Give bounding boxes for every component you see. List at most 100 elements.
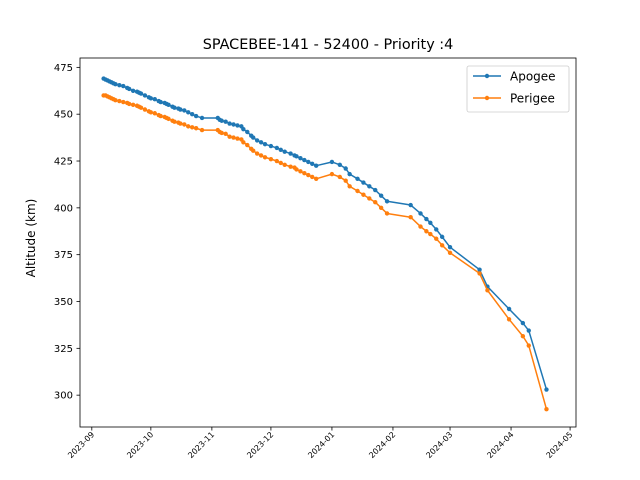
y-tick-label: 375 bbox=[54, 250, 73, 261]
data-point-apogee bbox=[121, 83, 126, 89]
data-point-apogee bbox=[193, 113, 199, 119]
data-point-apogee bbox=[278, 147, 283, 152]
data-point-perigee bbox=[343, 178, 348, 183]
data-point-apogee bbox=[447, 244, 453, 250]
data-point-apogee bbox=[337, 162, 343, 167]
data-point-perigee bbox=[313, 176, 319, 182]
data-point-apogee bbox=[258, 140, 264, 145]
data-point-perigee bbox=[485, 288, 490, 293]
data-point-apogee bbox=[373, 187, 378, 193]
data-point-apogee bbox=[227, 121, 232, 126]
plot-frame bbox=[79, 57, 577, 428]
data-point-apogee bbox=[219, 118, 224, 123]
data-point-apogee bbox=[199, 115, 205, 121]
data-point-apogee bbox=[189, 111, 195, 117]
data-point-perigee bbox=[544, 407, 549, 412]
data-point-perigee bbox=[306, 172, 311, 178]
data-point-perigee bbox=[337, 174, 343, 180]
data-point-perigee bbox=[130, 102, 136, 108]
data-point-perigee bbox=[138, 105, 144, 110]
data-point-perigee bbox=[172, 119, 177, 124]
data-point-perigee bbox=[117, 98, 122, 104]
data-point-perigee bbox=[219, 130, 224, 136]
y-tick-label: 300 bbox=[54, 391, 73, 402]
data-point-perigee bbox=[310, 174, 315, 180]
data-point-apogee bbox=[418, 211, 423, 216]
data-point-apogee bbox=[172, 105, 177, 110]
data-point-apogee bbox=[506, 306, 512, 312]
data-point-apogee bbox=[148, 96, 154, 101]
data-point-perigee bbox=[288, 164, 293, 169]
data-point-apogee bbox=[424, 216, 429, 222]
data-point-perigee bbox=[121, 99, 126, 105]
data-point-perigee bbox=[355, 188, 360, 194]
data-point-perigee bbox=[361, 192, 366, 197]
data-point-perigee bbox=[347, 184, 352, 189]
data-point-apogee bbox=[544, 387, 549, 392]
data-point-apogee bbox=[343, 166, 348, 171]
data-point-perigee bbox=[428, 231, 433, 237]
data-point-perigee bbox=[186, 124, 191, 129]
data-point-apogee bbox=[477, 267, 482, 272]
data-point-perigee bbox=[302, 171, 307, 176]
data-point-perigee bbox=[294, 167, 299, 172]
data-point-apogee bbox=[274, 145, 280, 151]
data-point-apogee bbox=[130, 88, 136, 93]
data-point-apogee bbox=[113, 82, 118, 87]
data-point-apogee bbox=[526, 328, 531, 333]
data-point-apogee bbox=[306, 159, 311, 165]
data-point-apogee bbox=[127, 86, 132, 92]
data-point-perigee bbox=[424, 229, 429, 234]
data-point-apogee bbox=[288, 151, 293, 156]
data-point-perigee bbox=[329, 171, 335, 177]
data-point-apogee bbox=[223, 119, 228, 124]
data-point-perigee bbox=[178, 121, 183, 126]
data-point-apogee bbox=[138, 91, 144, 96]
data-point-perigee bbox=[223, 131, 228, 137]
data-point-perigee bbox=[282, 162, 287, 167]
data-point-perigee bbox=[373, 200, 378, 205]
data-point-perigee bbox=[418, 224, 423, 229]
data-point-apogee bbox=[282, 149, 287, 154]
legend-marker-perigee bbox=[484, 95, 490, 101]
data-point-perigee bbox=[166, 116, 171, 122]
legend-marker-apogee bbox=[484, 73, 490, 79]
data-point-perigee bbox=[434, 236, 439, 241]
data-point-apogee bbox=[158, 99, 163, 105]
legend-box bbox=[466, 65, 570, 113]
data-point-apogee bbox=[310, 161, 315, 167]
data-point-perigee bbox=[227, 134, 232, 139]
data-point-perigee bbox=[447, 250, 453, 255]
data-point-perigee bbox=[241, 140, 246, 145]
data-point-perigee bbox=[367, 196, 372, 201]
data-point-apogee bbox=[152, 97, 157, 102]
data-point-apogee bbox=[178, 107, 183, 112]
data-point-perigee bbox=[152, 111, 157, 116]
data-point-apogee bbox=[298, 156, 303, 161]
data-point-perigee bbox=[520, 333, 526, 339]
data-point-apogee bbox=[182, 108, 187, 113]
data-point-apogee bbox=[166, 102, 171, 108]
data-point-perigee bbox=[235, 136, 240, 141]
data-point-perigee bbox=[262, 155, 268, 160]
chart-title: SPACEBEE-141 - 52400 - Priority :4 bbox=[203, 37, 454, 53]
data-point-perigee bbox=[439, 243, 445, 248]
data-point-apogee bbox=[434, 227, 439, 232]
data-point-apogee bbox=[520, 320, 526, 326]
data-point-perigee bbox=[268, 156, 274, 162]
data-point-apogee bbox=[262, 141, 268, 147]
data-point-apogee bbox=[302, 157, 307, 163]
data-point-perigee bbox=[477, 271, 482, 276]
data-point-apogee bbox=[347, 171, 352, 177]
data-point-perigee bbox=[127, 101, 132, 107]
data-point-perigee bbox=[193, 126, 199, 131]
data-point-perigee bbox=[189, 125, 195, 130]
data-point-apogee bbox=[235, 123, 240, 128]
data-point-apogee bbox=[268, 143, 274, 149]
data-point-apogee bbox=[313, 163, 319, 168]
data-point-apogee bbox=[361, 180, 366, 185]
data-point-apogee bbox=[384, 199, 390, 204]
data-point-perigee bbox=[506, 317, 512, 322]
data-point-apogee bbox=[294, 154, 299, 159]
